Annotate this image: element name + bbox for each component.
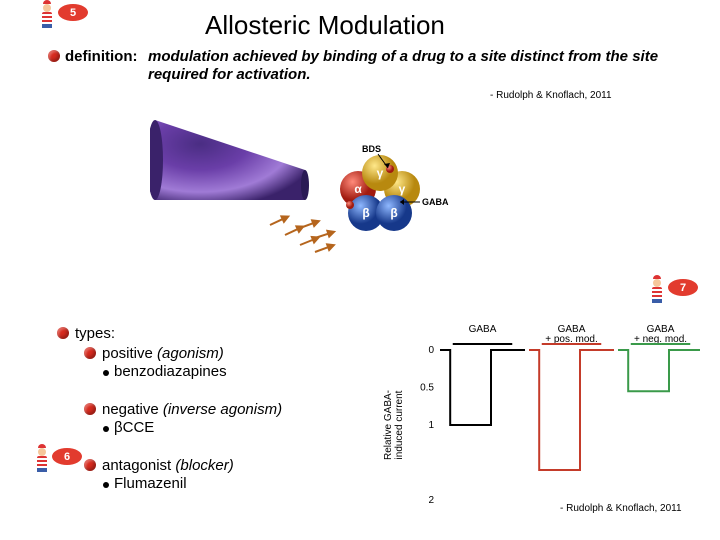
antagonist-example: Flumazenil xyxy=(114,475,187,492)
beta-label-2: β xyxy=(390,206,397,220)
svg-text:Relative GABA-induced current: Relative GABA-induced current xyxy=(383,390,405,460)
dot-icon xyxy=(103,370,109,376)
antagonist-paren: (blocker) xyxy=(175,457,233,474)
positive-example: benzodiazapines xyxy=(114,363,227,380)
receptor-diagram: α γ γ β β BDS GABA xyxy=(150,110,490,270)
alpha-label: α xyxy=(354,182,362,196)
svg-text:2: 2 xyxy=(428,495,434,506)
svg-text:1: 1 xyxy=(428,420,434,431)
slide-number-badge-5: 5 xyxy=(58,4,88,21)
waldo-decor-2 xyxy=(648,275,666,301)
svg-text:0.5: 0.5 xyxy=(420,383,434,394)
slide-number-badge-6: 6 xyxy=(52,448,82,465)
slide-root: 5 Allosteric Modulation definition: modu… xyxy=(0,0,720,540)
beta-label: β xyxy=(362,206,369,220)
gamma-label-2: γ xyxy=(399,182,406,196)
antagonist-word: antagonist xyxy=(102,457,171,474)
chart-svg: Relative GABA-induced current 0 0.5 1 2 GABA G… xyxy=(380,320,700,510)
citation-top: - Rudolph & Knoflach, 2011 xyxy=(490,90,612,101)
positive-word: positive xyxy=(102,345,153,362)
gamma-label: γ xyxy=(377,166,384,180)
dot-icon xyxy=(103,482,109,488)
bullet-icon xyxy=(84,459,96,471)
dot-icon xyxy=(103,426,109,432)
type-antagonist: antagonist (blocker) xyxy=(102,457,234,474)
receptor-svg: α γ γ β β BDS GABA xyxy=(150,110,490,270)
negative-example: βCCE xyxy=(114,419,154,436)
relative-current-chart: Relative GABA-induced current00.512GABAG… xyxy=(380,320,700,500)
definition-text: modulation achieved by binding of a drug… xyxy=(148,48,668,84)
type-positive: positive (agonism) xyxy=(102,345,224,362)
negative-word: negative xyxy=(102,401,159,418)
bullet-icon xyxy=(84,403,96,415)
types-label: types: xyxy=(75,325,115,342)
bullet-icon xyxy=(84,347,96,359)
svg-text:GABA+ neg. mod.: GABA+ neg. mod. xyxy=(634,324,687,345)
bullet-icon xyxy=(48,50,60,62)
svg-text:GABA: GABA xyxy=(469,324,497,335)
bullet-icon xyxy=(57,327,69,339)
waldo-decor-1 xyxy=(38,0,56,26)
page-title: Allosteric Modulation xyxy=(205,10,445,41)
negative-paren: (inverse agonism) xyxy=(163,401,282,418)
svg-text:0: 0 xyxy=(428,345,434,356)
bds-label: BDS xyxy=(362,144,381,154)
svg-text:GABA+ pos. mod.: GABA+ pos. mod. xyxy=(545,324,598,345)
type-negative: negative (inverse agonism) xyxy=(102,401,282,418)
gaba-label: GABA xyxy=(422,197,449,207)
slide-number-badge-7: 7 xyxy=(668,279,698,296)
waldo-decor-3 xyxy=(33,444,51,470)
positive-paren: (agonism) xyxy=(157,345,224,362)
definition-label: definition: xyxy=(65,48,137,65)
citation-bottom: - Rudolph & Knoflach, 2011 xyxy=(560,503,682,514)
